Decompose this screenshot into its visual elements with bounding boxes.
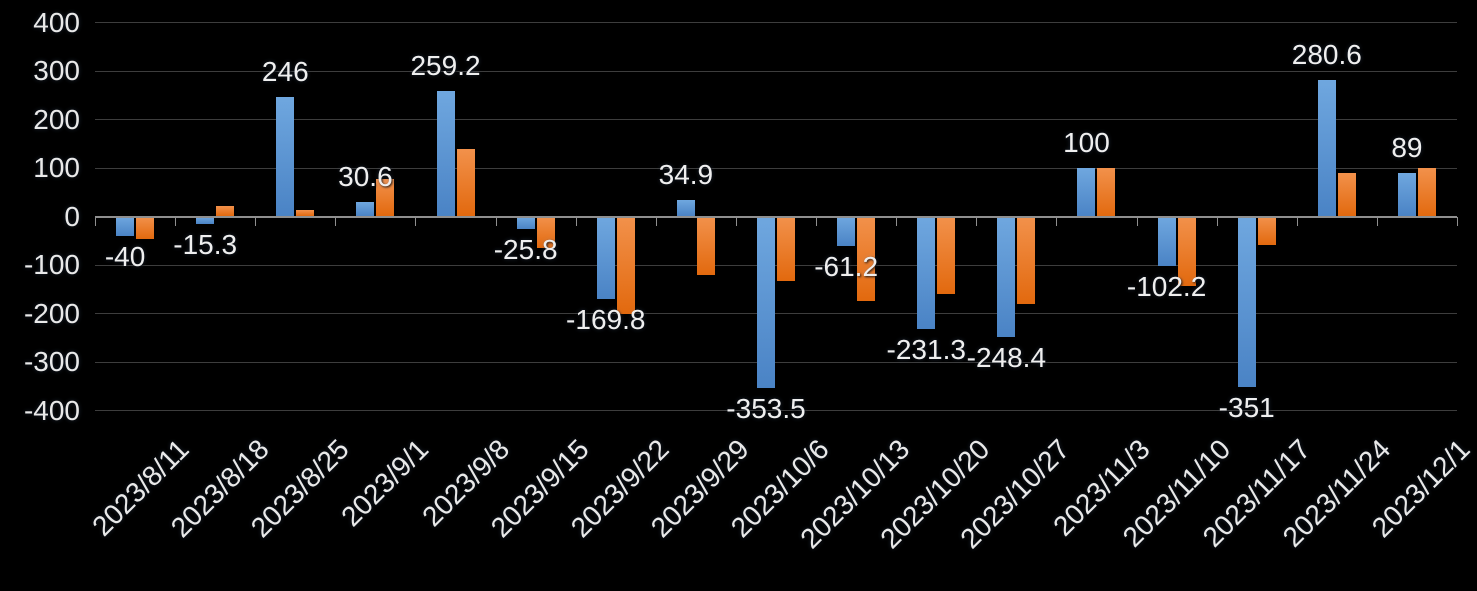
bar-blue bbox=[997, 216, 1016, 337]
data-label: -25.8 bbox=[493, 234, 558, 265]
bar-orange bbox=[1257, 216, 1276, 245]
x-axis-tick bbox=[495, 216, 497, 226]
x-axis-tick bbox=[655, 216, 657, 226]
x-axis-tick bbox=[335, 216, 337, 226]
x-axis-tick bbox=[95, 216, 96, 226]
bar-orange bbox=[536, 216, 555, 248]
y-tick-label: 100 bbox=[33, 152, 80, 183]
bar-blue bbox=[356, 201, 375, 217]
bar-orange bbox=[696, 216, 715, 276]
bar-blue bbox=[1077, 168, 1096, 217]
data-label: 280.6 bbox=[1291, 39, 1362, 71]
gridline bbox=[95, 313, 1457, 314]
gridline bbox=[95, 22, 1457, 23]
bar-orange bbox=[456, 148, 475, 217]
data-label: -231.3 bbox=[886, 333, 966, 365]
data-label: -15.3 bbox=[173, 228, 238, 260]
y-tick-label: -300 bbox=[23, 346, 80, 377]
data-label: -40 bbox=[104, 240, 146, 272]
bar-blue bbox=[1397, 173, 1416, 217]
bar-blue bbox=[436, 90, 455, 217]
data-label: 89 bbox=[1391, 132, 1423, 164]
bar-orange bbox=[1337, 172, 1356, 217]
x-axis-tick bbox=[735, 216, 737, 226]
data-label: 100 bbox=[1063, 127, 1110, 158]
bar-blue bbox=[757, 216, 775, 388]
bar-blue bbox=[196, 216, 215, 224]
x-axis-tick bbox=[896, 216, 898, 226]
data-label: -61.2 bbox=[814, 251, 879, 283]
bar-blue bbox=[1237, 216, 1256, 387]
gridline bbox=[95, 264, 1457, 266]
x-axis-tick bbox=[255, 216, 257, 226]
bar-orange bbox=[136, 216, 155, 239]
bar-blue bbox=[837, 216, 856, 247]
x-axis-tick bbox=[1296, 216, 1298, 226]
data-label: 30.6 bbox=[338, 160, 393, 192]
bar-blue bbox=[676, 199, 695, 217]
gridline bbox=[95, 361, 1457, 363]
data-label: -102.2 bbox=[1126, 271, 1207, 303]
gridline bbox=[95, 119, 1457, 120]
bar-orange bbox=[1097, 168, 1116, 217]
x-axis-tick bbox=[175, 216, 177, 226]
x-axis-tick bbox=[1136, 216, 1138, 226]
x-axis-tick bbox=[816, 216, 818, 226]
x-tick-label: 2023/9/1 bbox=[335, 433, 435, 533]
y-tick-label: -100 bbox=[23, 249, 80, 280]
bar-orange bbox=[1177, 216, 1196, 287]
y-tick-label: -200 bbox=[23, 297, 80, 329]
data-label: -248.4 bbox=[966, 341, 1047, 373]
x-axis-tick bbox=[1216, 216, 1218, 226]
bar-orange bbox=[296, 210, 315, 217]
y-tick-label: 300 bbox=[33, 55, 80, 86]
bar-blue bbox=[276, 97, 295, 217]
y-tick-label: -400 bbox=[23, 394, 80, 426]
data-label: 34.9 bbox=[658, 158, 714, 190]
bar-blue bbox=[1157, 216, 1176, 267]
bar-orange bbox=[376, 178, 395, 217]
bar-orange bbox=[1017, 216, 1036, 304]
bar-orange bbox=[777, 216, 795, 281]
bar-blue bbox=[516, 216, 535, 229]
data-label: 259.2 bbox=[410, 49, 481, 81]
bar-orange bbox=[1417, 168, 1436, 217]
bar-blue bbox=[917, 216, 936, 329]
data-label: -169.8 bbox=[566, 303, 646, 335]
data-label: 246 bbox=[261, 56, 309, 88]
y-tick-label: 400 bbox=[33, 6, 80, 38]
gridline bbox=[95, 410, 1457, 411]
x-axis-line bbox=[95, 215, 1457, 218]
x-axis-tick bbox=[1376, 216, 1378, 226]
gridline bbox=[95, 167, 1457, 169]
y-tick-label: 200 bbox=[33, 103, 80, 135]
bar-orange bbox=[616, 216, 635, 314]
x-axis-tick bbox=[1457, 216, 1458, 226]
bar-orange bbox=[857, 216, 876, 302]
data-label: -351 bbox=[1218, 391, 1275, 423]
bar-orange bbox=[937, 216, 956, 295]
x-axis-tick bbox=[575, 216, 577, 226]
bar-blue bbox=[116, 216, 135, 236]
x-axis-tick bbox=[1056, 216, 1058, 226]
bar-orange bbox=[216, 206, 235, 217]
x-axis-tick bbox=[976, 216, 978, 226]
bar-blue bbox=[1317, 80, 1336, 217]
bar-blue bbox=[596, 216, 615, 299]
gridline bbox=[95, 70, 1457, 72]
y-tick-label: 0 bbox=[64, 200, 80, 232]
data-label: -353.5 bbox=[726, 392, 806, 424]
x-axis-tick bbox=[415, 216, 417, 226]
